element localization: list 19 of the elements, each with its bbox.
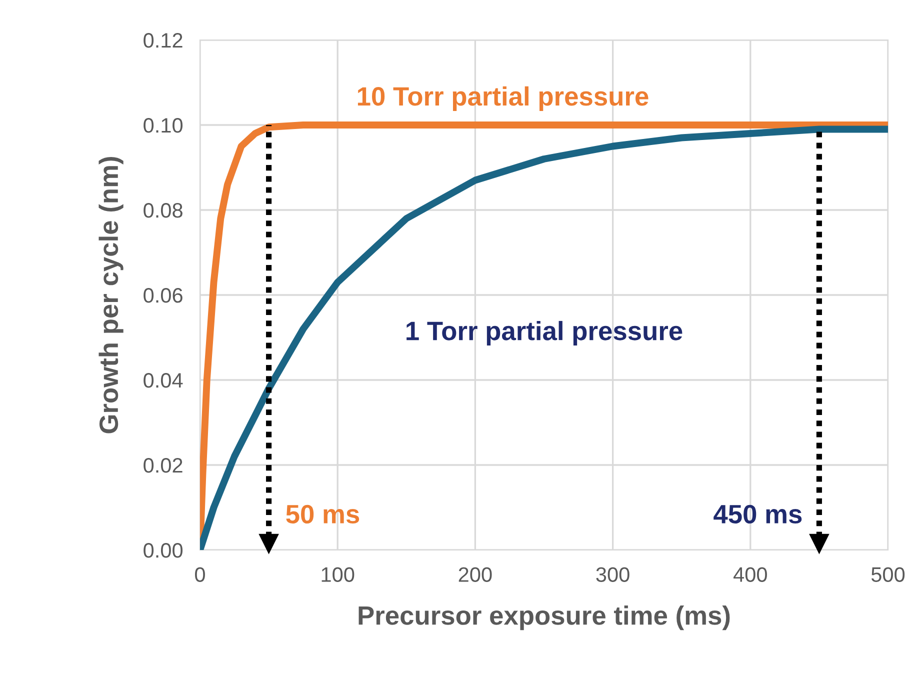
- y-tick-label: 0.08: [144, 203, 182, 218]
- x-tick-label: 100: [322, 567, 354, 582]
- text: 1 Torr partial pressure: [406, 320, 682, 346]
- y-tick-label: 0.04: [144, 373, 183, 388]
- ref-line-label: 50 ms: [286, 504, 360, 524]
- y-tick-label: 0.12: [144, 33, 182, 48]
- x-axis-title: Precursor exposure time (ms): [358, 606, 730, 630]
- y-axis-title: Growth per cycle (nm): [98, 157, 124, 434]
- x-tick-label: 200: [458, 567, 492, 582]
- y-tick-label: 0.10: [144, 118, 183, 133]
- y-tick-label: 0.06: [144, 288, 182, 303]
- series-label: 10 Torr partial pressure: [358, 86, 648, 111]
- x-tick-label: 400: [734, 567, 767, 582]
- y-tick-label: 0.00: [144, 543, 183, 558]
- y-tick-label: 0.02: [144, 458, 182, 473]
- x-tick-label: 500: [871, 567, 905, 582]
- ref-line-label: 450 ms: [714, 504, 802, 524]
- x-tick-label: 300: [596, 567, 630, 582]
- x-tick-label: 0: [195, 567, 205, 582]
